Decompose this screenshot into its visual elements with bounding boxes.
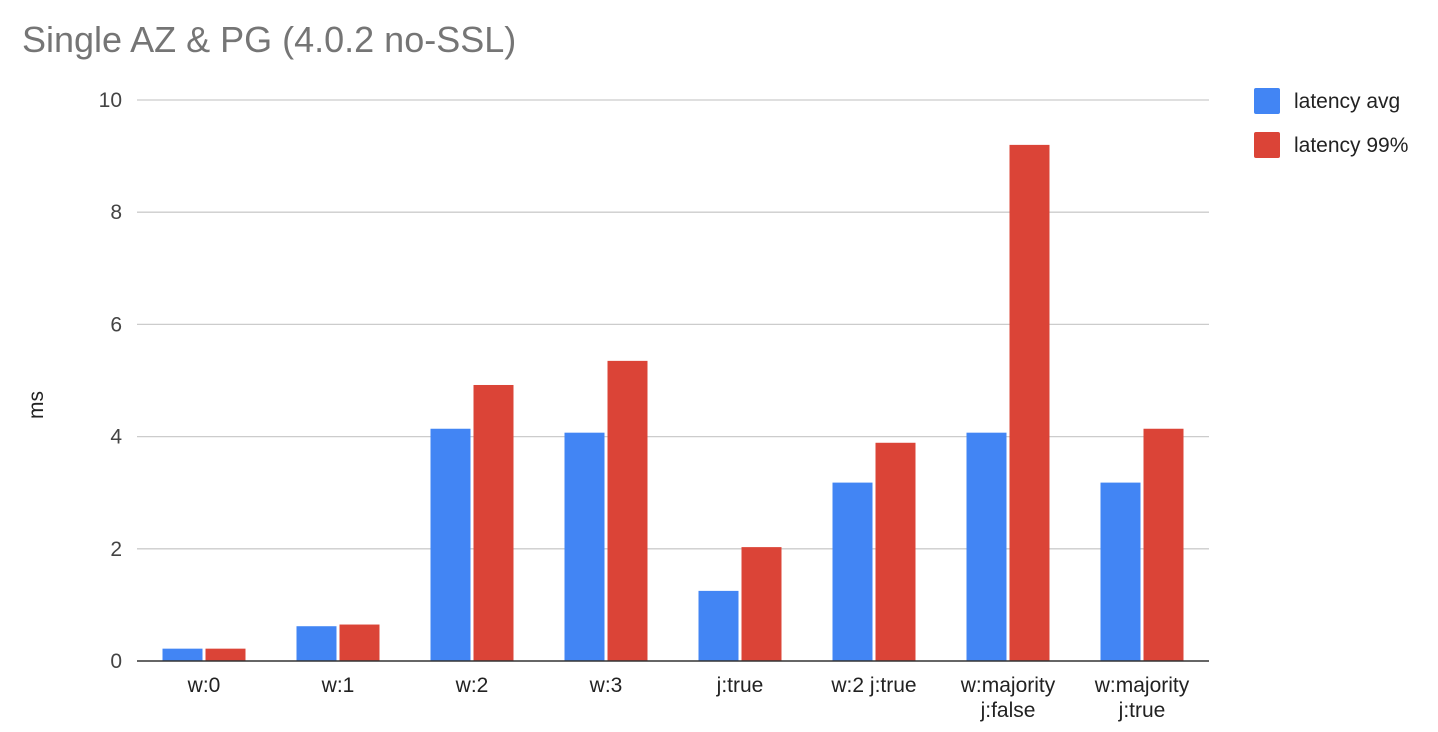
bar-latency-avg: [966, 432, 1007, 661]
x-axis-categories: w:0 w:1 w:2 w:3 j:true w:2 j:true w:majorityj:…: [187, 674, 1190, 722]
bar-latency-99-: [875, 442, 916, 661]
y-tick-label: 10: [99, 89, 122, 112]
bar-latency-99-: [339, 624, 380, 661]
x-category-label: j:true: [1118, 699, 1166, 722]
x-category-label: w:2 j:true: [830, 674, 916, 697]
y-tick-label: 4: [110, 426, 122, 449]
x-category-label: j:true: [716, 674, 764, 697]
bar-latency-avg: [564, 432, 605, 661]
legend-swatch: [1254, 88, 1280, 114]
y-axis-title: ms: [25, 391, 48, 419]
bar-latency-99-: [1143, 428, 1184, 661]
x-category-label: w:0: [187, 674, 221, 697]
x-category-label: w:majority: [1094, 674, 1190, 697]
legend-label: latency avg: [1294, 90, 1400, 113]
x-category-label: j:false: [980, 699, 1036, 722]
bar-latency-avg: [162, 648, 203, 661]
bar-latency-avg: [698, 590, 739, 661]
bar-latency-99-: [1009, 144, 1050, 661]
bar-latency-99-: [205, 648, 246, 661]
bar-latency-99-: [741, 547, 782, 661]
bar-latency-avg: [832, 482, 873, 661]
bar-latency-avg: [430, 428, 471, 661]
legend: latency avg latency 99%: [1254, 88, 1408, 158]
y-tick-label: 6: [110, 313, 122, 336]
y-tick-label: 8: [110, 201, 122, 224]
x-category-label: w:3: [589, 674, 623, 697]
x-category-label: w:2: [455, 674, 489, 697]
x-category-label: w:1: [321, 674, 355, 697]
bar-latency-99-: [607, 360, 648, 661]
chart-title: Single AZ & PG (4.0.2 no-SSL): [22, 19, 516, 60]
y-tick-label: 0: [110, 650, 122, 673]
y-axis-ticks: 0 2 4 6 8 10: [99, 89, 123, 673]
bar-latency-99-: [473, 384, 514, 661]
y-tick-label: 2: [110, 538, 122, 561]
x-category-label: w:majority: [960, 674, 1056, 697]
legend-swatch: [1254, 132, 1280, 158]
bar-latency-avg: [296, 626, 337, 661]
bar-latency-avg: [1100, 482, 1141, 661]
bars: [162, 144, 1184, 661]
legend-label: latency 99%: [1294, 134, 1408, 157]
